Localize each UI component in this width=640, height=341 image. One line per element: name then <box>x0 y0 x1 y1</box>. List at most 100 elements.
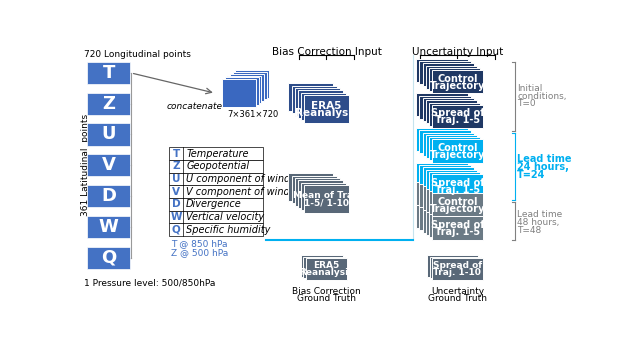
Text: 1 Pressure level: 500/850hPa: 1 Pressure level: 500/850hPa <box>84 278 215 287</box>
FancyBboxPatch shape <box>426 135 477 158</box>
FancyBboxPatch shape <box>236 70 269 98</box>
Text: Bias Correction: Bias Correction <box>292 287 361 296</box>
Text: 48 hours,: 48 hours, <box>517 218 559 227</box>
FancyBboxPatch shape <box>294 88 340 116</box>
FancyBboxPatch shape <box>305 258 348 280</box>
Text: Mean of Traj.: Mean of Traj. <box>293 191 360 200</box>
FancyBboxPatch shape <box>298 90 343 118</box>
Text: Control: Control <box>437 197 477 207</box>
FancyBboxPatch shape <box>417 128 467 151</box>
Text: U: U <box>101 125 116 144</box>
Text: concatenate: concatenate <box>166 102 223 111</box>
Text: Reanalysis: Reanalysis <box>295 107 358 118</box>
Text: Bias Correction Input: Bias Correction Input <box>271 47 381 57</box>
Text: T: T <box>102 64 115 82</box>
FancyBboxPatch shape <box>422 187 474 210</box>
FancyBboxPatch shape <box>429 103 480 125</box>
FancyBboxPatch shape <box>417 163 467 186</box>
FancyBboxPatch shape <box>429 191 480 214</box>
Text: Trajectory: Trajectory <box>429 150 485 160</box>
Text: Lead time: Lead time <box>517 154 572 164</box>
FancyBboxPatch shape <box>426 65 477 89</box>
FancyBboxPatch shape <box>432 193 483 217</box>
FancyBboxPatch shape <box>88 62 130 84</box>
Text: 1-5/ 1-10: 1-5/ 1-10 <box>304 198 349 207</box>
FancyBboxPatch shape <box>88 185 130 207</box>
FancyBboxPatch shape <box>429 172 480 195</box>
Text: 24 hours,: 24 hours, <box>517 162 569 172</box>
Text: Spread of: Spread of <box>431 178 484 188</box>
Text: U component of wind: U component of wind <box>186 174 291 184</box>
FancyBboxPatch shape <box>304 95 349 122</box>
FancyBboxPatch shape <box>432 105 483 128</box>
Text: Geopotential: Geopotential <box>186 161 250 171</box>
FancyBboxPatch shape <box>417 93 467 116</box>
Bar <box>169 173 263 185</box>
FancyBboxPatch shape <box>88 247 130 269</box>
Text: Trajectory: Trajectory <box>429 204 485 214</box>
Text: D: D <box>172 199 180 209</box>
Text: Divergence: Divergence <box>186 199 242 209</box>
Text: V component of wind: V component of wind <box>186 187 290 197</box>
Text: Specific humidity: Specific humidity <box>186 225 271 235</box>
FancyBboxPatch shape <box>432 139 483 163</box>
FancyBboxPatch shape <box>429 137 480 160</box>
FancyBboxPatch shape <box>429 214 480 237</box>
FancyBboxPatch shape <box>419 207 470 230</box>
FancyBboxPatch shape <box>88 92 130 115</box>
FancyBboxPatch shape <box>426 169 477 193</box>
FancyBboxPatch shape <box>292 176 337 203</box>
FancyBboxPatch shape <box>233 72 267 100</box>
Text: 7×361×720: 7×361×720 <box>227 110 278 119</box>
FancyBboxPatch shape <box>419 130 470 153</box>
Text: Z: Z <box>172 161 180 171</box>
FancyBboxPatch shape <box>301 255 343 277</box>
Text: conditions,: conditions, <box>517 92 566 101</box>
Text: Control: Control <box>437 143 477 153</box>
Bar <box>169 198 263 211</box>
Text: Lead time: Lead time <box>517 210 563 219</box>
Text: U: U <box>172 174 180 184</box>
FancyBboxPatch shape <box>303 256 345 278</box>
Text: W: W <box>170 212 182 222</box>
FancyBboxPatch shape <box>88 216 130 238</box>
FancyBboxPatch shape <box>422 98 474 121</box>
FancyBboxPatch shape <box>417 182 467 205</box>
FancyBboxPatch shape <box>419 165 470 188</box>
FancyBboxPatch shape <box>88 123 130 146</box>
Text: Spread of: Spread of <box>431 220 484 230</box>
FancyBboxPatch shape <box>422 167 474 190</box>
Text: Initial: Initial <box>517 84 543 93</box>
FancyBboxPatch shape <box>429 68 480 91</box>
Text: D: D <box>101 187 116 205</box>
FancyBboxPatch shape <box>422 210 474 233</box>
Text: V: V <box>102 156 116 174</box>
Text: Spread of: Spread of <box>433 261 482 270</box>
Text: Spread of: Spread of <box>431 108 484 118</box>
FancyBboxPatch shape <box>88 154 130 176</box>
FancyBboxPatch shape <box>422 133 474 155</box>
Text: T=0: T=0 <box>517 100 536 108</box>
Text: Q: Q <box>172 225 180 235</box>
Text: Temperature: Temperature <box>186 149 249 159</box>
FancyBboxPatch shape <box>419 95 470 119</box>
Text: T @ 850 hPa: T @ 850 hPa <box>171 239 227 248</box>
Text: Z @ 500 hPa: Z @ 500 hPa <box>171 249 228 257</box>
Text: Traj. 1-5: Traj. 1-5 <box>435 227 480 237</box>
Text: Z: Z <box>102 95 115 113</box>
FancyBboxPatch shape <box>428 255 478 277</box>
FancyBboxPatch shape <box>417 205 467 228</box>
Text: T=24: T=24 <box>517 169 545 179</box>
FancyBboxPatch shape <box>426 189 477 212</box>
Text: Vertical velocity: Vertical velocity <box>186 212 264 222</box>
Text: Traj. 1-5: Traj. 1-5 <box>435 115 480 125</box>
Bar <box>169 185 263 198</box>
Text: Uncertainty: Uncertainty <box>431 287 484 296</box>
FancyBboxPatch shape <box>419 61 470 84</box>
Text: Trajectory: Trajectory <box>429 80 485 91</box>
FancyBboxPatch shape <box>432 70 483 93</box>
FancyBboxPatch shape <box>222 79 256 107</box>
FancyBboxPatch shape <box>419 184 470 207</box>
FancyBboxPatch shape <box>289 173 333 201</box>
Bar <box>169 223 263 236</box>
